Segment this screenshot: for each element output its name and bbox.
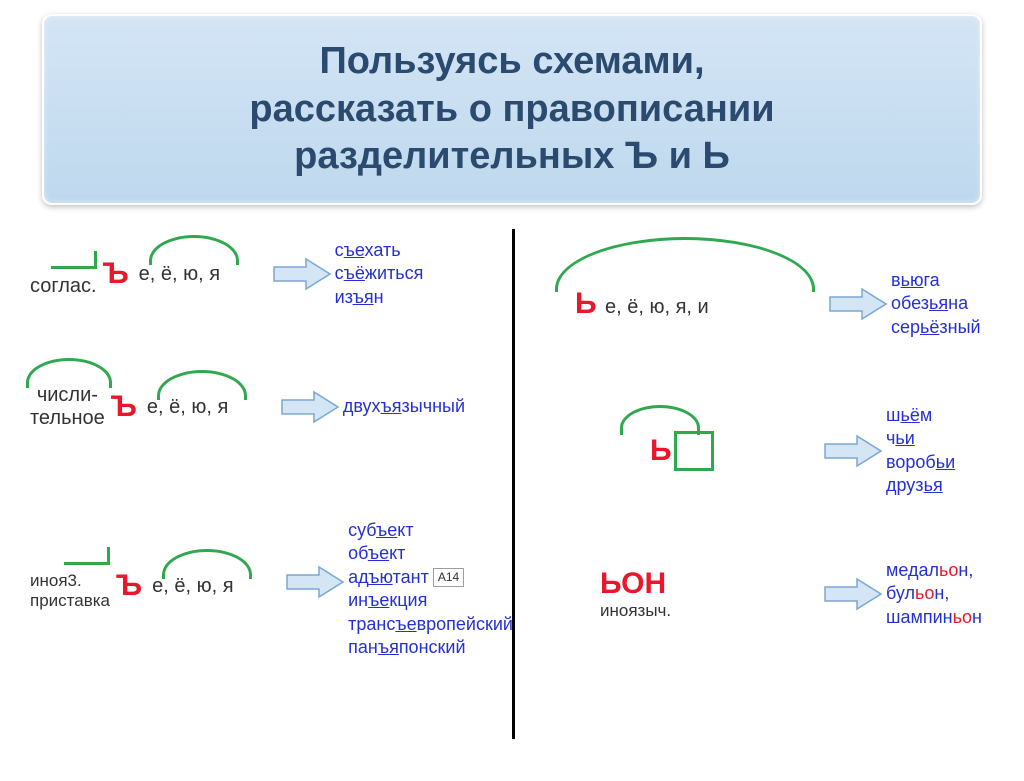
hard-sign: Ъ — [116, 569, 142, 603]
examples: субъект объект адъютантА14 инъекция тран… — [348, 519, 513, 659]
ending-square-icon — [674, 431, 714, 471]
root-arc-icon — [26, 358, 112, 388]
title-box: Пользуясь схемами, рассказать о правопис… — [42, 14, 982, 205]
right-row2: Ь шьём чьи воробьи друзья — [600, 404, 955, 498]
prefix-label-l1: иноя3. — [30, 571, 82, 591]
content-area: соглас. Ъ е, ё, ю, я съехать съёжиться и… — [0, 229, 1024, 781]
root-arc-icon — [555, 237, 815, 292]
tag-a14: А14 — [433, 568, 464, 588]
arrow-icon — [277, 390, 343, 424]
center-divider — [512, 229, 515, 739]
soft-sign: Ь — [575, 287, 597, 320]
root-arc-icon — [157, 370, 247, 400]
arrow-icon — [269, 257, 335, 291]
arrow-icon — [820, 434, 886, 468]
title-line3: разделительных Ъ и Ь — [84, 133, 940, 181]
sublabel: иноязыч. — [600, 601, 671, 621]
right-row1: Ь е, ё, ю, я, и вьюга обезьяна серьёзный — [555, 269, 981, 339]
prefix-label: соглас. — [30, 275, 97, 298]
hard-sign: Ъ — [103, 257, 129, 291]
examples: съехать съёжиться изъян — [335, 239, 424, 309]
examples: вьюга обезьяна серьёзный — [891, 269, 981, 339]
root-arc-icon — [620, 405, 700, 435]
hard-sign: Ъ — [111, 390, 137, 424]
examples: шьём чьи воробьи друзья — [886, 404, 955, 498]
examples: двухъязычный — [343, 395, 465, 418]
suffix-on: ОН — [621, 567, 666, 600]
arrow-icon — [825, 287, 891, 321]
prefix-mark-icon — [64, 547, 110, 565]
prefix-mark-icon — [51, 251, 97, 269]
left-row2: числи- тельное Ъ е, ё, ю, я двухъязычный — [30, 384, 465, 430]
soft-sign: Ь — [650, 434, 672, 468]
right-row3: ЬОН иноязыч. медальон, бульон, шампиньон — [600, 559, 982, 629]
root-arc-icon — [162, 549, 252, 579]
title-line2: рассказать о правописании — [84, 86, 940, 134]
arrow-icon — [282, 565, 348, 599]
prefix-label-l2: тельное — [30, 407, 105, 430]
root-arc-icon — [149, 235, 239, 265]
vowels: е, ё, ю, я — [139, 263, 220, 285]
examples: медальон, бульон, шампиньон — [886, 559, 982, 629]
arrow-icon — [820, 577, 886, 611]
vowels: е, ё, ю, я, и — [605, 296, 709, 318]
title-line1: Пользуясь схемами, — [84, 38, 940, 86]
soft-sign: Ь — [600, 567, 621, 600]
left-row1: соглас. Ъ е, ё, ю, я съехать съёжиться и… — [30, 239, 423, 309]
left-row3: иноя3. приставка Ъ е, ё, ю, я субъект об… — [30, 529, 513, 659]
prefix-label-l2: приставка — [30, 591, 110, 611]
